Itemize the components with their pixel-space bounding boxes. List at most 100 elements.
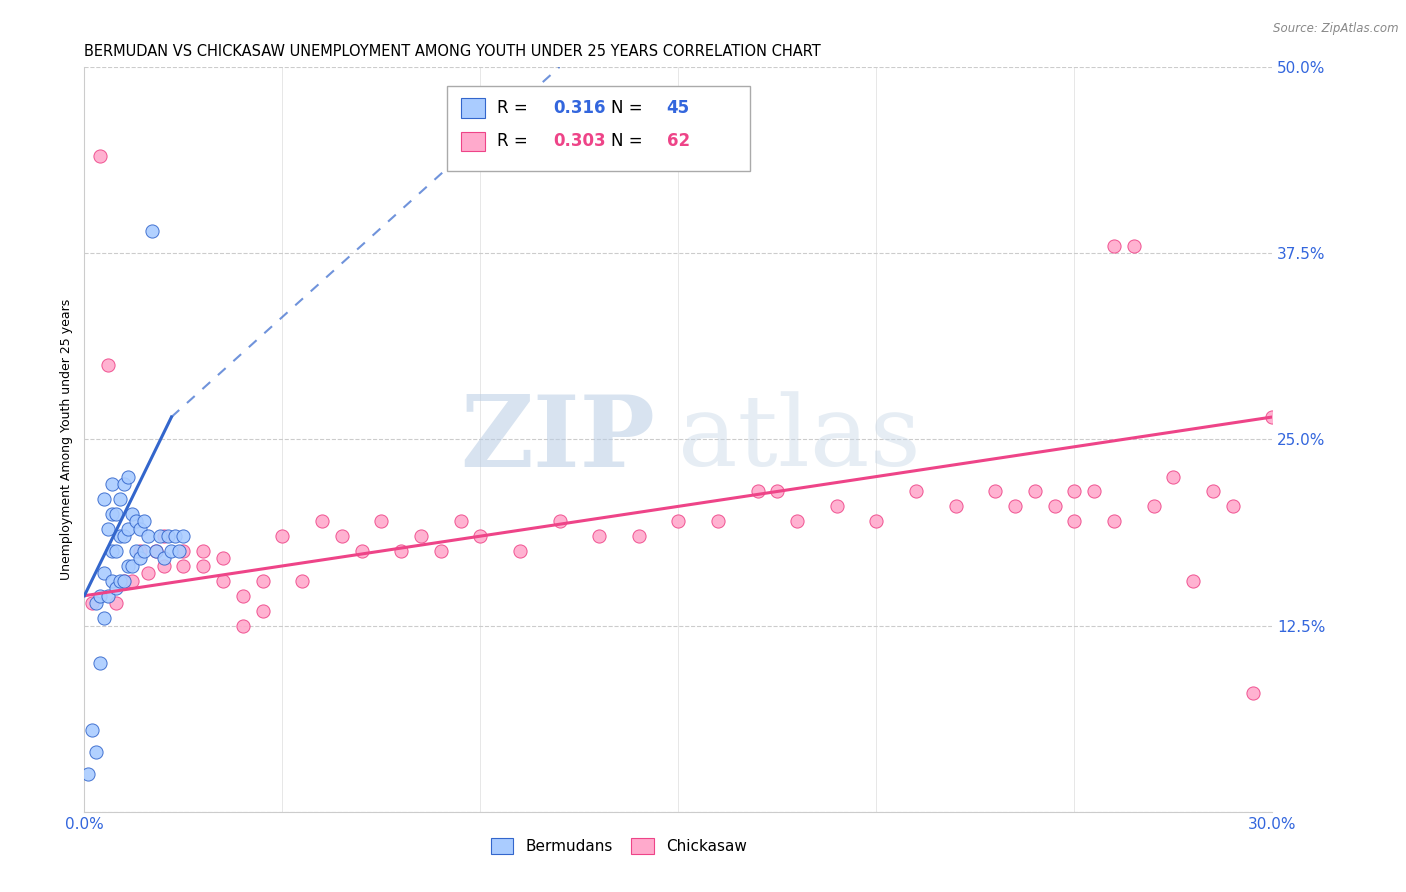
Point bbox=[136, 566, 159, 581]
Point bbox=[1102, 514, 1125, 528]
Point bbox=[945, 500, 967, 514]
Text: 45: 45 bbox=[666, 99, 689, 117]
Point bbox=[152, 551, 174, 566]
Point bbox=[128, 551, 150, 566]
Point bbox=[1261, 409, 1284, 424]
Point bbox=[865, 514, 887, 528]
Point bbox=[89, 149, 111, 163]
Legend: Bermudans, Chickasaw: Bermudans, Chickasaw bbox=[485, 831, 754, 860]
Point bbox=[112, 529, 135, 543]
Point bbox=[232, 589, 254, 603]
Point bbox=[117, 469, 139, 483]
Point bbox=[132, 544, 155, 558]
Point bbox=[84, 745, 107, 759]
Point bbox=[191, 544, 215, 558]
Text: atlas: atlas bbox=[679, 392, 921, 487]
Point bbox=[128, 544, 150, 558]
Point bbox=[108, 491, 131, 506]
Point bbox=[160, 544, 183, 558]
Point bbox=[105, 544, 128, 558]
Point bbox=[668, 514, 690, 528]
Bar bbox=[461, 98, 485, 118]
Point bbox=[1202, 484, 1225, 499]
Point bbox=[89, 589, 111, 603]
Text: N =: N = bbox=[610, 99, 648, 117]
Point bbox=[450, 514, 472, 528]
Point bbox=[409, 529, 432, 543]
Point bbox=[141, 224, 163, 238]
Point bbox=[1063, 514, 1085, 528]
Point bbox=[125, 514, 148, 528]
Point bbox=[117, 522, 139, 536]
Point bbox=[1163, 469, 1185, 483]
Point bbox=[97, 589, 120, 603]
Point bbox=[470, 529, 492, 543]
Point bbox=[1043, 500, 1066, 514]
Point bbox=[156, 529, 179, 543]
Point bbox=[509, 544, 531, 558]
Point bbox=[588, 529, 610, 543]
Point bbox=[172, 529, 194, 543]
Point bbox=[1024, 484, 1046, 499]
Point bbox=[1004, 500, 1026, 514]
Point bbox=[825, 500, 848, 514]
Point bbox=[112, 574, 135, 588]
Point bbox=[101, 477, 124, 491]
Point bbox=[1063, 484, 1085, 499]
Point bbox=[350, 544, 373, 558]
Point bbox=[191, 558, 215, 573]
Point bbox=[152, 558, 174, 573]
Point bbox=[252, 604, 274, 618]
Point bbox=[766, 484, 789, 499]
Point bbox=[1102, 238, 1125, 252]
Point bbox=[747, 484, 769, 499]
Point bbox=[1083, 484, 1105, 499]
Text: R =: R = bbox=[496, 99, 533, 117]
Point bbox=[786, 514, 808, 528]
Point bbox=[152, 529, 174, 543]
Point bbox=[125, 544, 148, 558]
Point bbox=[82, 723, 104, 737]
Text: BERMUDAN VS CHICKASAW UNEMPLOYMENT AMONG YOUTH UNDER 25 YEARS CORRELATION CHART: BERMUDAN VS CHICKASAW UNEMPLOYMENT AMONG… bbox=[84, 44, 821, 59]
Point bbox=[905, 484, 928, 499]
Point bbox=[165, 529, 187, 543]
Point bbox=[97, 522, 120, 536]
Text: ZIP: ZIP bbox=[460, 391, 655, 488]
Point bbox=[430, 544, 453, 558]
Point bbox=[169, 544, 191, 558]
Point bbox=[172, 544, 194, 558]
Point bbox=[84, 596, 107, 610]
Text: 0.316: 0.316 bbox=[554, 99, 606, 117]
Point bbox=[132, 514, 155, 528]
Point bbox=[77, 767, 100, 781]
Bar bbox=[461, 132, 485, 151]
Point bbox=[311, 514, 333, 528]
Point bbox=[145, 544, 167, 558]
Point bbox=[1143, 500, 1166, 514]
Point bbox=[389, 544, 412, 558]
Point bbox=[370, 514, 392, 528]
Y-axis label: Unemployment Among Youth under 25 years: Unemployment Among Youth under 25 years bbox=[60, 299, 73, 580]
FancyBboxPatch shape bbox=[447, 86, 749, 171]
Point bbox=[121, 507, 143, 521]
Point bbox=[101, 507, 124, 521]
Point bbox=[93, 611, 115, 625]
Point bbox=[330, 529, 353, 543]
Point bbox=[232, 618, 254, 632]
Point bbox=[108, 574, 131, 588]
Point bbox=[101, 544, 124, 558]
Text: 62: 62 bbox=[666, 132, 689, 151]
Point bbox=[128, 522, 150, 536]
Point bbox=[105, 596, 128, 610]
Point bbox=[97, 358, 120, 372]
Point bbox=[1122, 238, 1144, 252]
Point bbox=[121, 574, 143, 588]
Point bbox=[136, 529, 159, 543]
Point bbox=[149, 529, 172, 543]
Point bbox=[105, 507, 128, 521]
Point bbox=[271, 529, 294, 543]
Point bbox=[112, 574, 135, 588]
Point bbox=[82, 596, 104, 610]
Point bbox=[252, 574, 274, 588]
Point bbox=[627, 529, 650, 543]
